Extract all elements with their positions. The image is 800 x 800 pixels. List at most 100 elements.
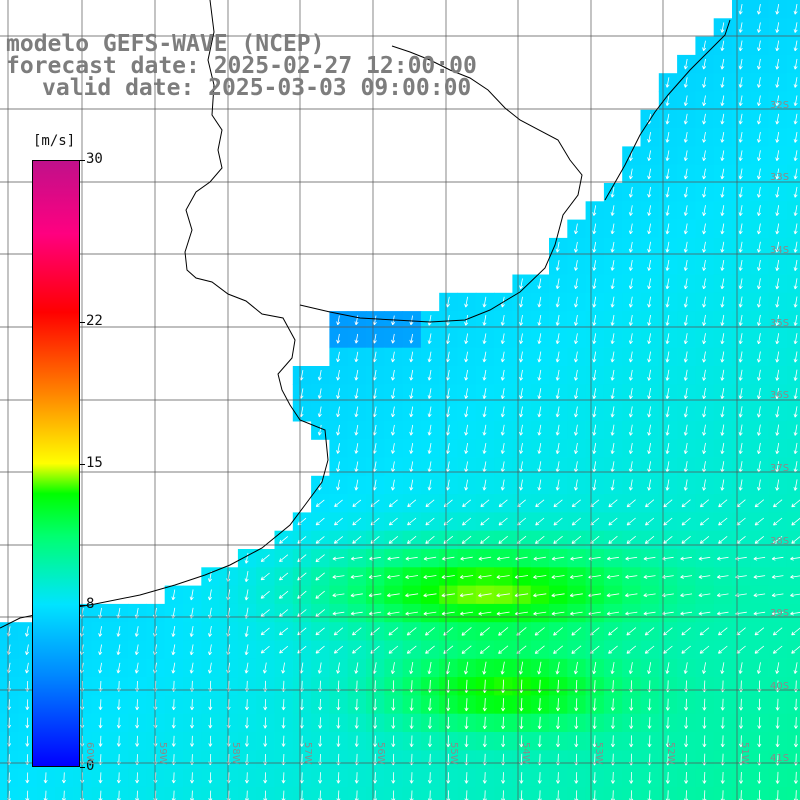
wind-arrow [336,717,341,729]
wind-arrow [333,536,344,544]
wind-arrow [391,406,396,418]
wind-arrow [574,260,579,271]
wind-speed-cell [567,622,587,642]
wind-arrow [445,369,450,381]
wind-arrow [409,772,414,784]
wind-arrow [315,609,325,618]
wind-arrow [720,22,725,33]
wind-arrow [775,406,780,418]
wind-arrow [720,168,725,180]
wind-arrow [610,296,615,308]
wind-arrow [299,699,304,711]
wind-arrow [263,772,268,784]
wind-arrow [407,499,417,508]
wind-speed-cell [329,530,349,550]
wind-arrow [279,645,289,654]
wind-speed-cell [530,640,550,660]
wind-arrow [720,406,725,418]
wind-arrow [555,241,560,253]
wind-arrow [574,351,579,363]
wind-arrow [608,627,618,636]
wind-arrow [647,314,652,326]
wind-arrow [647,735,652,748]
wind-arrow [464,443,469,454]
wind-arrow [405,556,418,561]
wind-speed-cell [786,347,800,367]
wind-speed-cell [786,146,800,166]
wind-arrow [443,627,454,636]
wind-arrow [775,40,780,52]
longitude-label: 54W [520,742,531,765]
wind-arrow [720,698,725,711]
wind-speed-cell [530,530,550,550]
wind-arrow [628,424,633,436]
wind-arrow [702,424,707,436]
wind-arrow [610,735,615,748]
wind-arrow [533,593,547,598]
wind-arrow [391,717,396,729]
wind-arrow [336,479,341,491]
wind-arrow [555,698,561,712]
longitude-label: 51W [739,742,750,765]
wind-arrow [171,772,176,784]
longitude-label: 53W [593,742,604,765]
wind-arrow [479,627,490,636]
wind-arrow [464,296,469,308]
wind-speed-cell [311,622,330,642]
wind-arrow [427,315,432,326]
wind-arrow [683,442,688,454]
wind-arrow [336,370,341,381]
wind-arrow [534,645,545,654]
wind-arrow [647,698,652,711]
wind-arrow [757,351,762,363]
wind-arrow [683,351,688,363]
wind-speed-cell [786,128,800,147]
wind-arrow [757,150,762,162]
wind-arrow [189,589,194,601]
wind-arrow [519,388,524,399]
wind-arrow [702,278,707,290]
wind-arrow [647,388,652,400]
wind-arrow [189,644,194,656]
wind-arrow [500,406,505,418]
wind-arrow [720,113,725,125]
wind-arrow [592,442,597,454]
wind-arrow [629,698,634,711]
wind-speed-cell [384,530,404,550]
wind-arrow [555,333,560,345]
wind-arrow [775,186,780,198]
wind-arrow [643,574,656,579]
wind-arrow [551,556,565,561]
wind-arrow [793,22,798,33]
wind-arrow [738,333,743,345]
wind-arrow [208,589,213,601]
wind-speed-cell [786,494,800,513]
wind-arrow [391,424,396,436]
wind-arrow [555,479,560,491]
wind-arrow [569,574,583,579]
wind-speed-cell [603,530,623,550]
wind-arrow [482,315,487,326]
wind-speed-cell [585,622,605,642]
wind-arrow [716,611,729,616]
wind-speed-cell [256,585,276,605]
wind-arrow [537,735,542,748]
wind-arrow [757,278,762,290]
wind-arrow [626,499,636,508]
wind-arrow [537,461,542,473]
wind-arrow [427,698,432,711]
wind-arrow [738,132,743,143]
wind-arrow [683,479,688,491]
wind-arrow [537,716,542,730]
wind-speed-cell [494,530,513,550]
colorbar-tick-label: 8 [86,596,95,613]
wind-speed-cell [494,640,513,660]
wind-speed-cell [457,622,477,642]
wind-arrow [647,351,652,363]
wind-arrow [757,260,762,271]
wind-arrow [665,717,670,729]
wind-arrow [373,772,378,784]
wind-arrow [171,735,176,747]
wind-arrow [625,574,638,579]
wind-arrow [738,22,743,33]
